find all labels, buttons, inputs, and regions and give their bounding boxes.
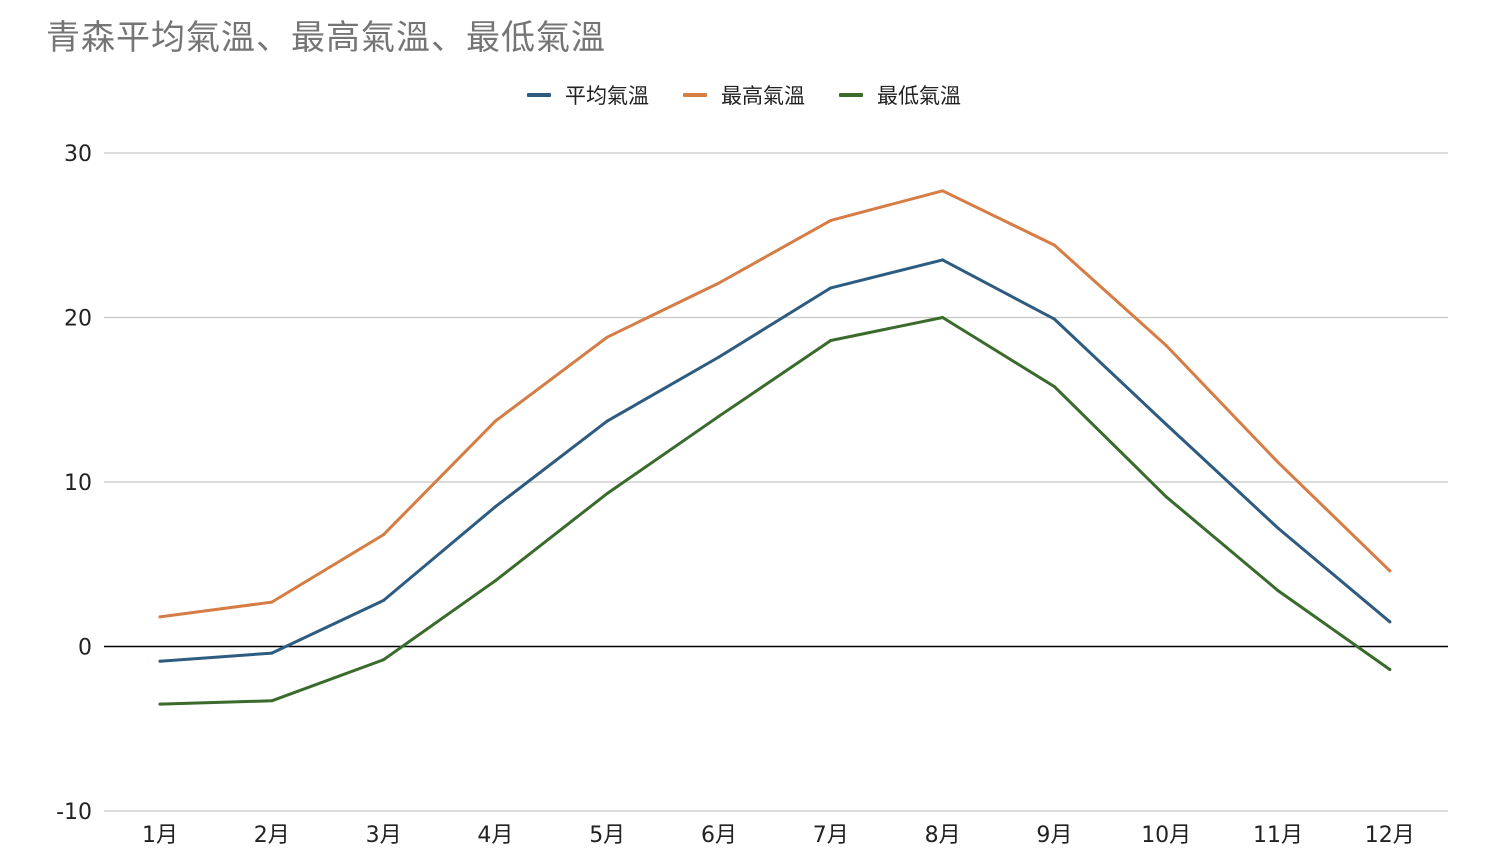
data-point: [158, 702, 162, 706]
legend-label-high: 最高氣溫: [721, 84, 805, 108]
data-point: [270, 651, 274, 655]
data-point: [717, 281, 721, 285]
y-tick-label: 20: [64, 307, 92, 332]
data-point: [158, 659, 162, 663]
data-point: [829, 286, 833, 290]
data-point: [270, 600, 274, 604]
x-tick-label: 7月: [813, 823, 849, 848]
legend-swatch-low: [839, 93, 863, 97]
data-point: [1164, 495, 1168, 499]
data-point: [717, 355, 721, 359]
y-tick-label: 30: [64, 142, 92, 167]
data-point: [270, 699, 274, 703]
data-point: [605, 492, 609, 496]
data-point: [1388, 569, 1392, 573]
data-point: [605, 419, 609, 423]
data-point: [1052, 317, 1056, 321]
chart-title: 青森平均氣溫、最高氣溫、最低氣溫: [46, 18, 606, 58]
legend-swatch-avg: [527, 93, 551, 97]
data-point: [941, 258, 945, 262]
data-point: [1052, 243, 1056, 247]
x-tick-label: 9月: [1036, 823, 1072, 848]
data-point: [1276, 589, 1280, 593]
grid-layer: [104, 152, 1448, 812]
data-point: [1164, 343, 1168, 347]
data-point: [941, 189, 945, 193]
data-point: [1276, 460, 1280, 464]
series-line-1: [158, 189, 1392, 619]
y-tick-label: -10: [56, 800, 92, 825]
y-tick-label: 0: [78, 636, 92, 661]
x-tick-label: 5月: [589, 823, 625, 848]
series-layer: [158, 189, 1392, 706]
legend-item-avg: 平均氣溫: [527, 80, 649, 110]
x-tick-labels: 1月 2月 3月 4月 5月 6月 7月 8月 9月 10月 11月 12月: [142, 823, 1415, 848]
data-point: [382, 533, 386, 537]
data-point: [493, 505, 497, 509]
y-tick-labels: 30 20 10 0 -10: [56, 142, 92, 825]
legend-swatch-high: [683, 93, 707, 97]
y-tick-label: 10: [64, 471, 92, 496]
data-point: [1388, 620, 1392, 624]
data-point: [1164, 422, 1168, 426]
x-tick-label: 6月: [701, 823, 737, 848]
legend-label-avg: 平均氣溫: [565, 84, 649, 108]
x-tick-label: 4月: [477, 823, 513, 848]
x-tick-label: 10月: [1141, 823, 1191, 848]
data-point: [605, 335, 609, 339]
data-point: [493, 419, 497, 423]
data-point: [382, 598, 386, 602]
x-tick-label: 8月: [925, 823, 961, 848]
legend: 平均氣溫 最高氣溫 最低氣溫: [0, 80, 1488, 110]
legend-item-high: 最高氣溫: [683, 80, 805, 110]
data-point: [941, 316, 945, 319]
series-line-2: [158, 316, 1392, 706]
data-point: [158, 615, 162, 619]
data-point: [1052, 385, 1056, 389]
series-line-0: [158, 258, 1392, 663]
data-point: [382, 658, 386, 662]
data-point: [1388, 668, 1392, 672]
data-point: [829, 218, 833, 222]
x-tick-label: 1月: [142, 823, 178, 848]
legend-item-low: 最低氣溫: [839, 80, 961, 110]
legend-label-low: 最低氣溫: [877, 84, 961, 108]
x-tick-label: 2月: [254, 823, 290, 848]
x-tick-label: 11月: [1253, 823, 1303, 848]
data-point: [493, 579, 497, 583]
x-tick-label: 3月: [366, 823, 402, 848]
data-point: [829, 339, 833, 343]
data-point: [717, 414, 721, 418]
x-tick-label: 12月: [1365, 823, 1415, 848]
data-point: [1276, 526, 1280, 530]
